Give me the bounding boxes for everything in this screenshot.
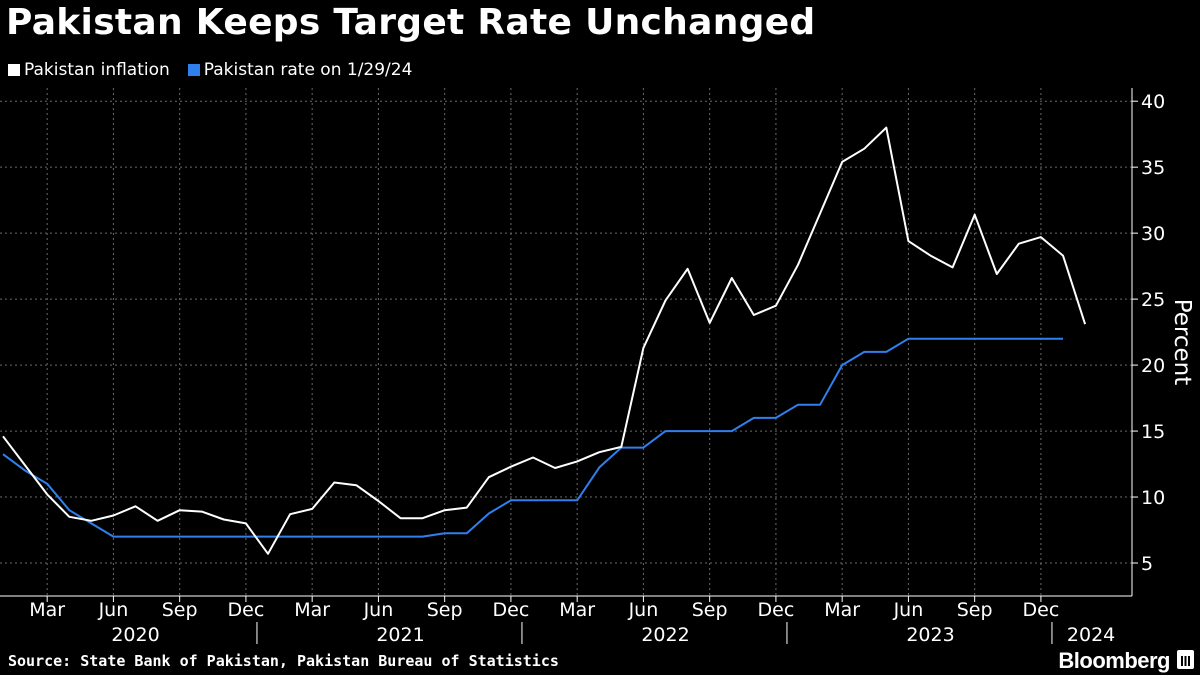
legend: Pakistan inflation Pakistan rate on 1/29… xyxy=(8,60,412,80)
x-tick-label: Dec xyxy=(758,599,795,621)
legend-item-inflation: Pakistan inflation xyxy=(8,60,170,80)
x-tick-label: Sep xyxy=(957,599,993,621)
x-tick-label: Sep xyxy=(692,599,728,621)
y-axis-title: Percent xyxy=(1169,299,1195,386)
x-tick-label: Jun xyxy=(363,599,394,621)
series-line-inflation xyxy=(2,126,1087,555)
x-year-label: 2022 xyxy=(641,624,689,646)
x-tick-label: Jun xyxy=(893,599,924,621)
bloomberg-icon xyxy=(1177,650,1194,669)
x-tick-label: Sep xyxy=(162,599,198,621)
x-tick-label: Dec xyxy=(228,599,265,621)
x-year-label: 2020 xyxy=(111,624,159,646)
x-tick-label: Mar xyxy=(824,599,860,621)
y-tick-label: 35 xyxy=(1141,157,1165,179)
x-tick-label: Mar xyxy=(294,599,330,621)
x-tick-label: Sep xyxy=(427,599,463,621)
y-tick-label: 25 xyxy=(1141,289,1165,311)
x-tick-label: Jun xyxy=(98,599,129,621)
brand-logo: Bloomberg xyxy=(1058,648,1170,673)
y-tick-label: 15 xyxy=(1141,421,1165,443)
y-tick-label: 10 xyxy=(1141,487,1165,509)
legend-swatch-rate xyxy=(187,64,200,76)
x-year-label: 2024 xyxy=(1067,624,1115,646)
source-note: Source: State Bank of Pakistan, Pakistan… xyxy=(8,652,559,670)
legend-label-rate: Pakistan rate on 1/29/24 xyxy=(203,60,413,80)
x-year-label: 2023 xyxy=(906,624,954,646)
y-tick-label: 20 xyxy=(1141,355,1165,377)
legend-swatch-inflation xyxy=(8,64,20,76)
x-tick-label: Dec xyxy=(493,599,530,621)
x-tick-label: Dec xyxy=(1023,599,1060,621)
y-tick-label: 5 xyxy=(1141,553,1153,575)
chart-title: Pakistan Keeps Target Rate Unchanged xyxy=(6,2,816,43)
x-tick-label: Mar xyxy=(29,599,65,621)
y-tick-label: 30 xyxy=(1141,223,1165,245)
x-tick-label: Jun xyxy=(628,599,659,621)
y-tick-label: 40 xyxy=(1141,91,1165,113)
x-tick-label: Mar xyxy=(559,599,595,621)
legend-item-rate: Pakistan rate on 1/29/24 xyxy=(187,60,413,80)
x-year-label: 2021 xyxy=(376,624,424,646)
series-line-rate xyxy=(2,337,1063,538)
legend-label-inflation: Pakistan inflation xyxy=(24,60,170,80)
